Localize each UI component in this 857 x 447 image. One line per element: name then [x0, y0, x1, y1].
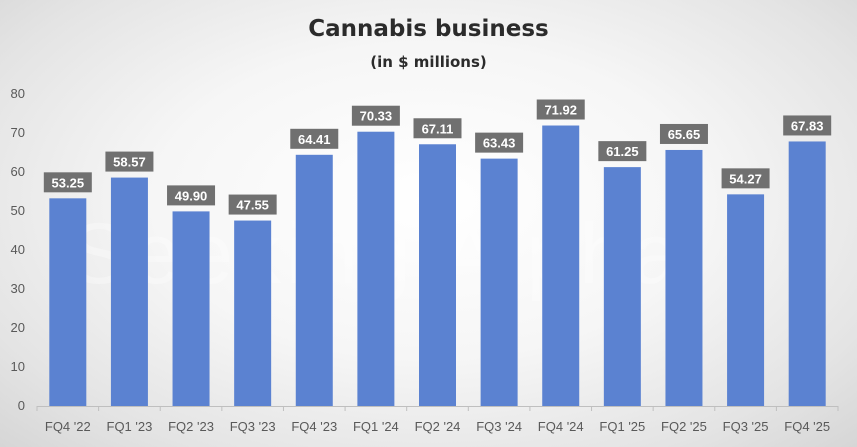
data-label-box	[598, 141, 647, 162]
y-tick-label: 10	[11, 359, 25, 374]
x-category-label: FQ3 '25	[723, 419, 769, 434]
x-category-label: FQ1 '24	[353, 419, 399, 434]
x-category-label: FQ3 '24	[476, 419, 522, 434]
y-tick-label: 60	[11, 164, 25, 179]
y-tick-label: 40	[11, 242, 25, 257]
data-label-value: 54.27	[729, 171, 762, 186]
data-label-box	[290, 128, 339, 149]
bar	[419, 144, 456, 406]
chart-subtitle: (in $ millions)	[370, 53, 487, 71]
y-tick-label: 50	[11, 203, 25, 218]
x-category-label: FQ3 '23	[230, 419, 276, 434]
x-category-label: FQ2 '24	[415, 419, 461, 434]
x-category-label: FQ4 '24	[538, 419, 584, 434]
x-category-label: FQ4 '23	[291, 419, 337, 434]
data-label-box	[167, 185, 216, 206]
data-label: 53.25	[43, 172, 92, 193]
data-label-value: 47.55	[236, 198, 269, 213]
data-label: 49.90	[167, 185, 216, 206]
data-label-box	[413, 118, 462, 139]
data-label: 65.65	[659, 123, 708, 144]
data-label: 70.33	[351, 105, 400, 126]
data-label-box	[475, 132, 524, 153]
x-category-label: FQ4 '22	[45, 419, 91, 434]
data-label-value: 64.41	[298, 132, 331, 147]
data-label-value: 61.25	[606, 144, 639, 159]
data-label-box	[351, 105, 400, 126]
data-label: 71.92	[536, 99, 585, 120]
x-category-label: FQ1 '23	[107, 419, 153, 434]
bar	[295, 154, 333, 406]
x-category-label: FQ2 '23	[168, 419, 214, 434]
x-category-label: FQ1 '25	[599, 419, 645, 434]
data-label-box	[783, 115, 832, 136]
bar	[110, 177, 148, 406]
chart-title: Cannabis business	[308, 16, 549, 42]
bar	[727, 194, 765, 406]
data-label-value: 63.43	[483, 136, 516, 151]
data-label-value: 71.92	[544, 103, 577, 118]
data-label-box	[536, 99, 585, 120]
bar	[234, 220, 272, 406]
data-label-box	[43, 172, 92, 193]
data-label: 61.25	[598, 141, 647, 162]
data-label: 67.11	[413, 118, 462, 139]
data-label: 47.55	[228, 194, 277, 215]
data-label-value: 65.65	[668, 127, 701, 142]
data-label-box	[721, 168, 770, 189]
x-category-label: FQ2 '25	[661, 419, 707, 434]
data-label: 54.27	[721, 168, 770, 189]
data-label: 63.43	[475, 132, 524, 153]
y-tick-label: 80	[11, 86, 25, 101]
data-label-box	[228, 194, 277, 215]
data-label: 58.57	[105, 151, 154, 172]
data-label: 67.83	[783, 115, 832, 136]
y-tick-label: 20	[11, 320, 25, 335]
y-tick-label: 0	[18, 398, 25, 413]
data-label: 64.41	[290, 128, 339, 149]
y-tick-label: 70	[11, 125, 25, 140]
bar	[49, 198, 87, 406]
data-label-value: 53.25	[52, 175, 85, 190]
bar	[172, 211, 210, 406]
bar	[603, 167, 641, 406]
data-label-box	[659, 123, 708, 144]
bar	[480, 158, 518, 406]
data-label-value: 67.11	[422, 121, 454, 136]
data-label-value: 67.83	[791, 118, 824, 133]
bar	[665, 149, 703, 406]
x-category-label: FQ4 '25	[784, 419, 830, 434]
bar	[788, 141, 826, 406]
data-label-value: 70.33	[360, 109, 393, 124]
bar	[542, 125, 580, 407]
bar	[357, 131, 395, 406]
data-label-value: 49.90	[175, 188, 208, 203]
data-label-box	[105, 151, 154, 172]
data-label-value: 58.57	[113, 155, 146, 170]
y-tick-label: 30	[11, 281, 25, 296]
